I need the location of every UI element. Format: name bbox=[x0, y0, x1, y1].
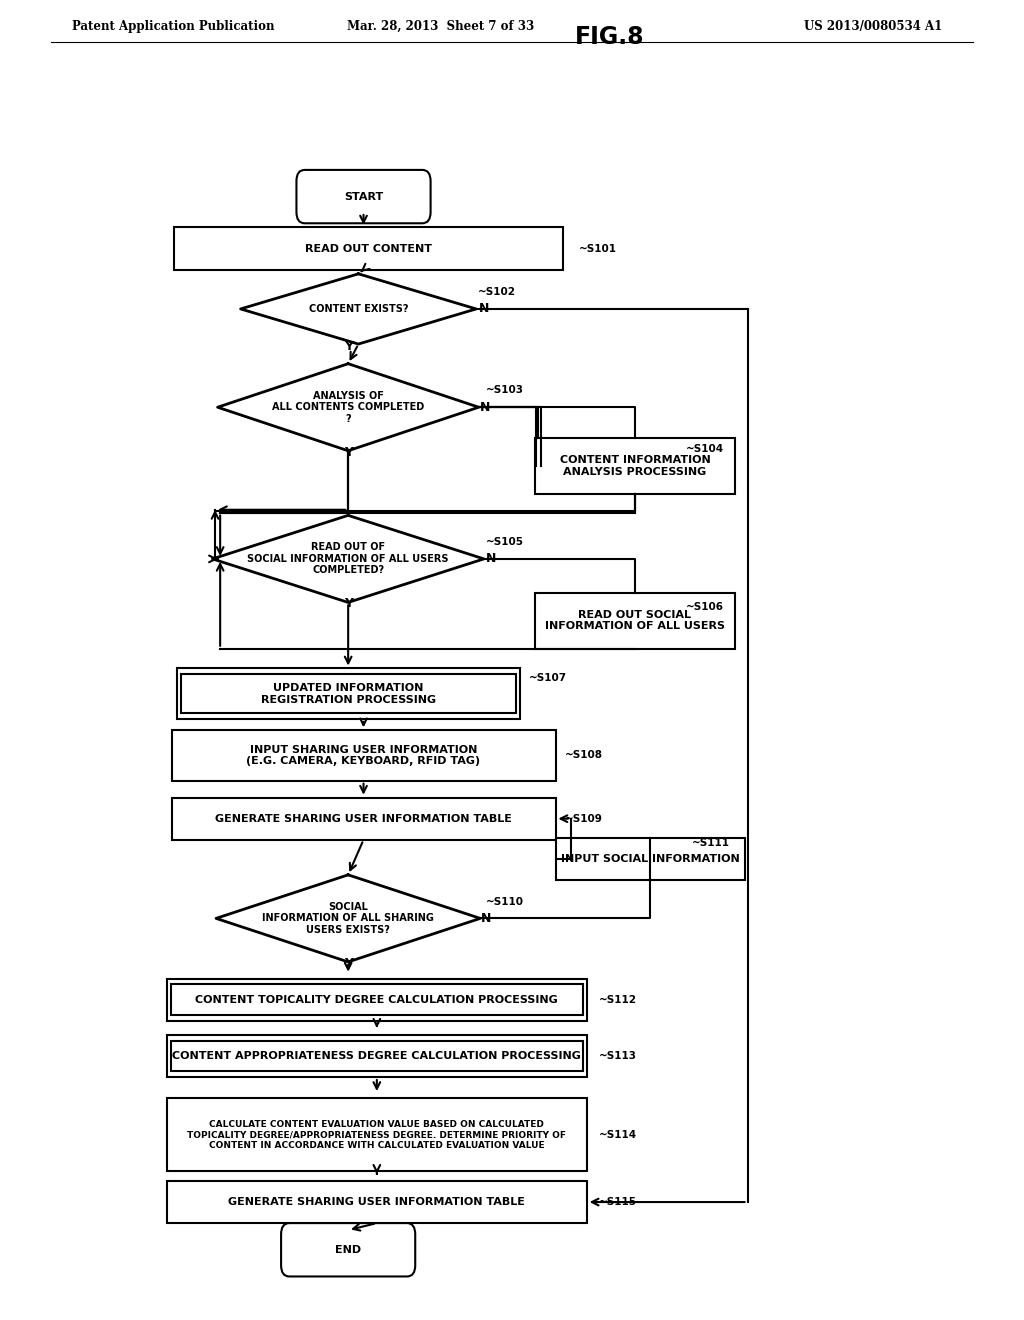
Text: ~S108: ~S108 bbox=[565, 751, 603, 760]
Text: ~S107: ~S107 bbox=[528, 673, 566, 684]
Text: Y: Y bbox=[344, 446, 352, 458]
Text: SOCIAL
INFORMATION OF ALL SHARING
USERS EXISTS?: SOCIAL INFORMATION OF ALL SHARING USERS … bbox=[262, 902, 434, 935]
Text: Patent Application Publication: Patent Application Publication bbox=[72, 20, 274, 33]
Text: ~S106: ~S106 bbox=[686, 602, 724, 611]
Text: CONTENT TOPICALITY DEGREE CALCULATION PROCESSING: CONTENT TOPICALITY DEGREE CALCULATION PR… bbox=[196, 995, 558, 1005]
Text: ~S113: ~S113 bbox=[599, 1051, 637, 1061]
Bar bbox=[535, 593, 735, 648]
Text: ~S102: ~S102 bbox=[478, 286, 516, 297]
Text: END: END bbox=[335, 1245, 361, 1255]
Text: ~S114: ~S114 bbox=[599, 1130, 637, 1139]
Bar bbox=[171, 1040, 583, 1072]
Text: ~S104: ~S104 bbox=[686, 445, 724, 454]
Text: INPUT SHARING USER INFORMATION
(E.G. CAMERA, KEYBOARD, RFID TAG): INPUT SHARING USER INFORMATION (E.G. CAM… bbox=[247, 744, 480, 767]
Text: READ OUT OF
SOCIAL INFORMATION OF ALL USERS
COMPLETED?: READ OUT OF SOCIAL INFORMATION OF ALL US… bbox=[248, 543, 449, 576]
Text: Y: Y bbox=[344, 341, 352, 354]
Text: GENERATE SHARING USER INFORMATION TABLE: GENERATE SHARING USER INFORMATION TABLE bbox=[228, 1197, 525, 1206]
Bar bbox=[177, 668, 520, 719]
Bar bbox=[171, 797, 555, 840]
Polygon shape bbox=[213, 515, 484, 602]
Text: CALCULATE CONTENT EVALUATION VALUE BASED ON CALCULATED
TOPICALITY DEGREE/APPROPR: CALCULATE CONTENT EVALUATION VALUE BASED… bbox=[187, 1119, 566, 1150]
Text: N: N bbox=[485, 552, 496, 565]
Text: CONTENT EXISTS?: CONTENT EXISTS? bbox=[308, 304, 409, 314]
Polygon shape bbox=[216, 875, 480, 962]
Bar bbox=[167, 1098, 587, 1171]
Bar bbox=[535, 438, 735, 494]
Text: GENERATE SHARING USER INFORMATION TABLE: GENERATE SHARING USER INFORMATION TABLE bbox=[215, 813, 512, 824]
Text: ~S109: ~S109 bbox=[565, 813, 603, 824]
Text: Mar. 28, 2013  Sheet 7 of 33: Mar. 28, 2013 Sheet 7 of 33 bbox=[347, 20, 534, 33]
Text: US 2013/0080534 A1: US 2013/0080534 A1 bbox=[804, 20, 942, 33]
Text: READ OUT CONTENT: READ OUT CONTENT bbox=[305, 244, 432, 253]
Text: UPDATED INFORMATION
REGISTRATION PROCESSING: UPDATED INFORMATION REGISTRATION PROCESS… bbox=[260, 682, 436, 705]
Polygon shape bbox=[241, 273, 476, 345]
Bar bbox=[555, 838, 745, 880]
Text: ~S111: ~S111 bbox=[692, 838, 730, 847]
Text: Y: Y bbox=[344, 957, 352, 970]
Text: N: N bbox=[480, 401, 490, 413]
Text: N: N bbox=[479, 302, 489, 315]
Bar bbox=[171, 985, 583, 1015]
Text: ~S110: ~S110 bbox=[485, 896, 523, 907]
Bar bbox=[167, 1181, 587, 1224]
Bar bbox=[167, 978, 587, 1020]
Polygon shape bbox=[218, 364, 479, 450]
Bar bbox=[167, 1035, 587, 1077]
Text: ~S101: ~S101 bbox=[579, 244, 616, 253]
Text: FIG.8: FIG.8 bbox=[574, 25, 644, 49]
Text: CONTENT INFORMATION
ANALYSIS PROCESSING: CONTENT INFORMATION ANALYSIS PROCESSING bbox=[559, 455, 711, 477]
Bar bbox=[181, 675, 516, 713]
FancyBboxPatch shape bbox=[297, 170, 430, 223]
FancyBboxPatch shape bbox=[281, 1224, 416, 1276]
Text: CONTENT APPROPRIATENESS DEGREE CALCULATION PROCESSING: CONTENT APPROPRIATENESS DEGREE CALCULATI… bbox=[172, 1051, 582, 1061]
Text: INPUT SOCIAL INFORMATION: INPUT SOCIAL INFORMATION bbox=[561, 854, 739, 865]
Text: ~S115: ~S115 bbox=[599, 1197, 637, 1206]
Bar bbox=[174, 227, 563, 269]
Bar bbox=[171, 730, 555, 780]
Text: ~S112: ~S112 bbox=[599, 995, 637, 1005]
Text: START: START bbox=[344, 191, 383, 202]
Text: Y: Y bbox=[344, 598, 352, 610]
Text: ~S105: ~S105 bbox=[485, 537, 523, 546]
Text: ANALYSIS OF
ALL CONTENTS COMPLETED
?: ANALYSIS OF ALL CONTENTS COMPLETED ? bbox=[272, 391, 424, 424]
Text: READ OUT SOCIAL
INFORMATION OF ALL USERS: READ OUT SOCIAL INFORMATION OF ALL USERS bbox=[545, 610, 725, 631]
Text: N: N bbox=[481, 912, 492, 925]
Text: ~S103: ~S103 bbox=[485, 385, 523, 396]
